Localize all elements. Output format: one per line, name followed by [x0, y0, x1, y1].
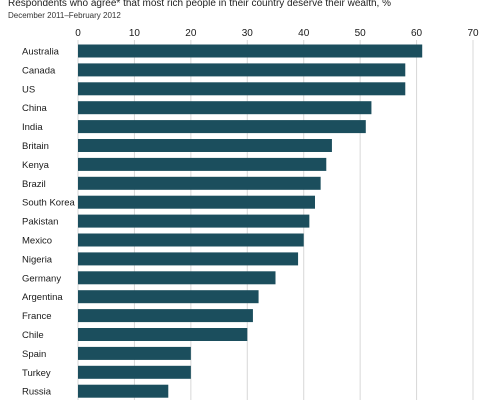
x-tick-label: 40	[298, 28, 310, 39]
category-label: Canada	[22, 65, 56, 76]
bar-spain	[78, 346, 191, 360]
category-label: Brazil	[22, 179, 46, 190]
bar-canada	[78, 63, 406, 77]
category-label: Turkey	[22, 368, 51, 379]
bar-us	[78, 82, 406, 96]
category-label: France	[22, 311, 52, 322]
bar-china	[78, 101, 372, 115]
x-tick-label: 50	[355, 28, 367, 39]
category-label: Nigeria	[22, 254, 53, 265]
category-label: Russia	[22, 387, 52, 398]
bar-south-korea	[78, 195, 315, 209]
bar-india	[78, 120, 366, 134]
x-tick-label: 70	[467, 28, 479, 39]
bar-turkey	[78, 365, 191, 379]
category-label: South Korea	[22, 198, 76, 209]
bar-france	[78, 309, 253, 323]
category-label: Chile	[22, 330, 44, 341]
category-label: China	[22, 103, 48, 114]
category-label: India	[22, 122, 43, 133]
x-tick-label: 30	[242, 28, 254, 39]
category-labels: Australia Canada US China India Britain Kenya B…	[22, 47, 76, 398]
bar-kenya	[78, 157, 327, 171]
bar-mexico	[78, 233, 304, 247]
x-tick-label: 10	[129, 28, 141, 39]
bar-britain	[78, 139, 332, 152]
chart-subtitle: December 2011–February 2012	[8, 11, 121, 20]
category-label: Germany	[22, 273, 61, 284]
category-label: Kenya	[22, 160, 50, 171]
bar-australia	[78, 44, 423, 58]
bars	[78, 44, 423, 398]
bar-argentina	[78, 290, 259, 304]
category-label: Australia	[22, 47, 60, 58]
bar-chile	[78, 328, 248, 341]
bar-nigeria	[78, 252, 299, 266]
x-tick-label: 20	[185, 28, 197, 39]
category-label: US	[22, 84, 35, 95]
category-label: Britain	[22, 141, 49, 152]
x-tick-label: 60	[411, 28, 423, 39]
x-tick-label: 0	[75, 28, 81, 39]
category-label: Pakistan	[22, 217, 58, 228]
category-label: Spain	[22, 349, 46, 360]
x-tick-labels: 0 10 20 30 40 50 60 70	[75, 28, 479, 39]
bar-pakistan	[78, 214, 310, 228]
category-label: Mexico	[22, 236, 52, 247]
bar-brazil	[78, 176, 321, 190]
bar-russia	[78, 384, 169, 398]
bar-germany	[78, 271, 276, 285]
category-label: Argentina	[22, 292, 63, 303]
chart-title: Respondents who agree* that most rich pe…	[8, 0, 391, 9]
